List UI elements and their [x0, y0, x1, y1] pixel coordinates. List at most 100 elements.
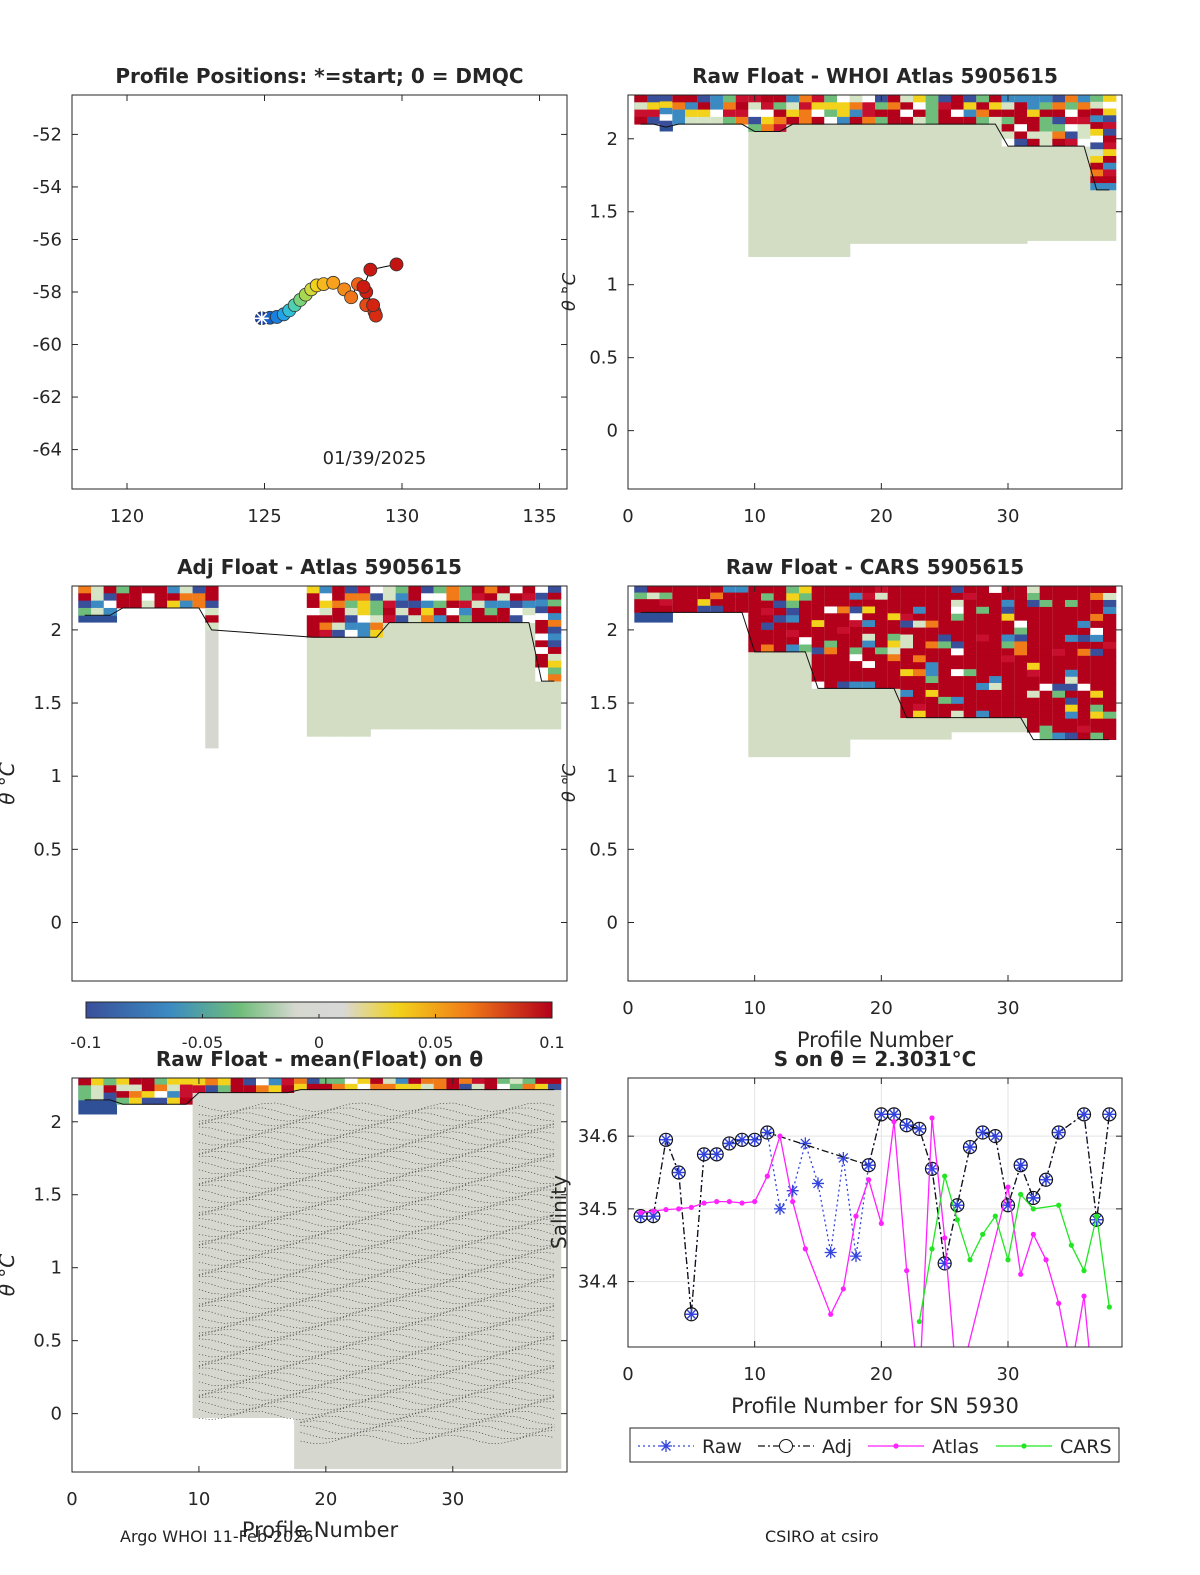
heatmap-cell	[647, 109, 661, 118]
heatmap-cell	[875, 681, 889, 689]
y-tick-label: 1.5	[589, 202, 618, 223]
heatmap-cell	[1027, 138, 1041, 147]
heatmap-cell	[1027, 627, 1041, 636]
heatmap-cell	[951, 669, 965, 677]
y-tick-label: 34.4	[578, 1272, 618, 1293]
heatmap-cell	[811, 674, 825, 682]
heatmap-cell	[1090, 683, 1104, 692]
heatmap-cell	[1027, 102, 1041, 110]
data-point-atlas	[891, 1119, 897, 1125]
heatmap-cell	[91, 607, 105, 616]
heatmap-cell	[370, 1083, 384, 1091]
y-tick-label: 0.5	[589, 839, 618, 860]
heatmap-cell	[900, 627, 914, 635]
heatmap-cell	[761, 615, 775, 623]
heatmap-cell	[1039, 634, 1053, 643]
heatmap-cell	[1065, 704, 1079, 713]
heatmap-cell	[129, 1091, 143, 1099]
heatmap-cell	[938, 662, 952, 670]
heatmap-cell	[1077, 690, 1091, 699]
heatmap-cell	[925, 620, 939, 628]
heatmap-cell	[685, 586, 699, 593]
heatmap-cell	[1103, 683, 1117, 692]
heatmap-cell	[963, 669, 977, 677]
heatmap-cell	[951, 703, 965, 712]
legend-marker	[779, 1439, 793, 1453]
heatmap-cell	[989, 586, 1003, 594]
heatmap-cell	[989, 620, 1003, 628]
heatmap-cell	[103, 593, 118, 602]
data-point-adj-star	[736, 1133, 748, 1146]
heatmap-cell	[849, 95, 863, 103]
heatmap-cell	[1039, 586, 1053, 594]
x-tick-label: 10	[743, 1364, 766, 1385]
heatmap-cell	[547, 674, 562, 682]
data-point-adj-star	[1103, 1108, 1116, 1121]
contour-line	[198, 1357, 555, 1368]
heatmap-cell	[925, 641, 939, 649]
heatmap-cell	[938, 586, 952, 594]
heatmap-cell	[976, 683, 990, 691]
heatmap-cell	[509, 615, 524, 623]
data-point-adj	[1076, 1107, 1092, 1122]
heatmap-cell	[849, 633, 863, 642]
heatmap-cell	[951, 109, 965, 118]
heatmap-cell	[433, 615, 448, 623]
series-line-raw	[640, 1113, 1110, 1315]
heatmap-cell	[154, 1091, 168, 1099]
series-line-adj	[640, 1113, 1110, 1315]
heatmap-cell	[989, 703, 1003, 712]
heatmap-cell	[446, 1083, 460, 1091]
heatmap-cell	[748, 593, 762, 602]
heatmap-cell	[1090, 627, 1104, 636]
heatmap-cell	[951, 683, 965, 691]
heatmap-cell	[849, 620, 863, 628]
heatmap-cell	[332, 1083, 346, 1091]
data-point-atlas	[714, 1198, 720, 1205]
heatmap-column	[951, 95, 965, 244]
heatmap-cell	[862, 586, 876, 594]
heatmap-cell	[925, 669, 939, 677]
heatmap-cell	[1014, 138, 1028, 147]
heatmap-cell	[925, 606, 939, 615]
heatmap-cell	[976, 592, 990, 601]
heatmap-cell	[735, 116, 749, 125]
heatmap-cell	[1014, 669, 1028, 677]
heatmap-cell	[735, 95, 749, 103]
heatmap-cell	[1090, 606, 1104, 615]
heatmap-cell	[862, 674, 876, 682]
heatmap-cell	[1090, 732, 1104, 741]
heatmap-cell	[1014, 124, 1028, 132]
heatmap-cell	[1090, 101, 1104, 109]
heatmap-column	[382, 1078, 397, 1470]
contour-line	[198, 1314, 555, 1324]
heatmap-cell	[1103, 155, 1117, 164]
heatmap-cell	[773, 102, 787, 110]
heatmap-cell	[1090, 176, 1104, 184]
heatmap-cell	[1077, 634, 1091, 643]
heatmap-cell	[294, 1078, 308, 1085]
salinity-panel: 34.6 34.5 34.4 0 10 20 30 S on θ = 2.3031°C Prof…	[547, 1047, 1123, 1463]
heatmap-cell	[875, 620, 889, 628]
heatmap-cell	[672, 102, 686, 110]
heatmap-cell	[963, 102, 977, 110]
heatmap-cell	[773, 607, 787, 616]
contour-line	[84, 607, 555, 682]
heatmap-cell	[989, 116, 1003, 125]
heatmap-cell	[837, 681, 851, 689]
heatmap-cell	[1077, 586, 1091, 594]
heatmap-cell	[887, 109, 901, 118]
heatmap-cell	[963, 648, 977, 656]
heatmap-cell	[129, 1097, 143, 1105]
data-point-adj	[1013, 1158, 1028, 1173]
heatmap-cell	[1052, 704, 1066, 713]
heatmap-cell	[799, 615, 813, 623]
heatmap-cell	[862, 102, 876, 110]
heatmap-cell	[306, 607, 321, 616]
heatmap-cell	[824, 109, 838, 118]
heatmap-cell	[1001, 634, 1015, 642]
heatmap-cell	[925, 586, 939, 594]
heatmap-cell	[837, 606, 851, 614]
heatmap-cell	[1090, 613, 1104, 622]
heatmap-cell	[103, 586, 118, 594]
